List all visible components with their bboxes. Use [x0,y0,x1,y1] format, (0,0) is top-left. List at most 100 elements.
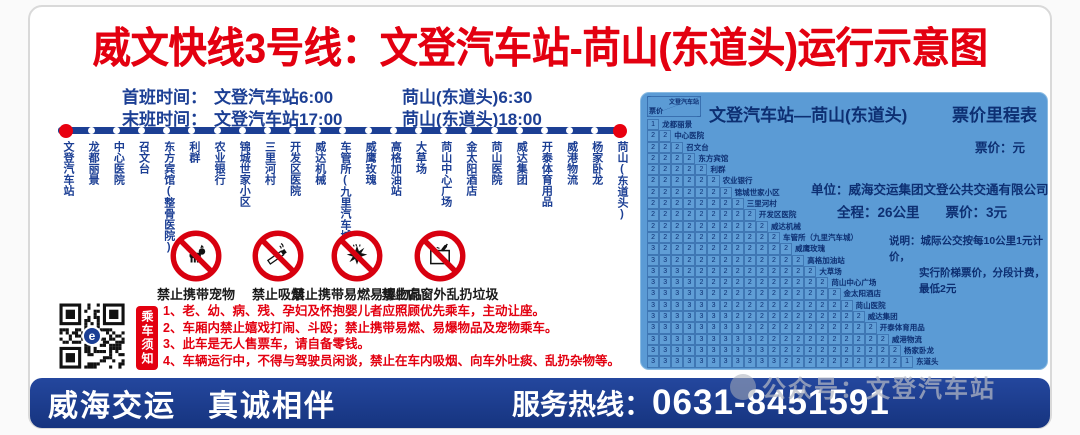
fare-cell: 3 [647,277,660,289]
fare-cell: 2 [707,254,720,266]
fare-cell: 3 [647,243,660,255]
fare-matrix-row: 3 3 3 3 2 2 2 2 2 2 2 2 2 2 2 苘山中心广场 [647,277,939,289]
fare-row-station-label: 利群 [710,165,726,175]
fare-cell: 2 [731,243,744,255]
fare-cell: 2 [671,198,684,210]
stop-dot [364,127,372,134]
fare-cell: 2 [731,198,744,210]
fare-cell: 3 [707,333,720,345]
fare-cell: 2 [647,231,660,244]
fare-cell: 2 [683,231,696,244]
station-label: 苘山医院 [490,141,503,185]
fare-cell: 2 [767,243,781,255]
corner-fare-label: 票价 [649,108,663,115]
fare-cell: 2 [743,254,756,266]
fare-cell: 3 [695,288,708,300]
fare-cell: 3 [731,322,744,334]
fare-cell: 3 [695,322,708,334]
fare-table-corner-header: 文登汽车站 票价 [647,96,701,117]
stop-dot [238,127,246,134]
stop-dot [389,127,397,134]
fare-cell: 2 [816,277,829,289]
qr-center-logo: e [82,326,102,346]
fare-cell: 2 [671,220,684,232]
boarding-rule-line: 3、此车是无人售票车，请自备零钱。 [163,337,370,351]
fare-cell: 2 [743,231,756,244]
fare-cell: 2 [707,231,720,244]
fare-cell: 2 [816,322,829,334]
fare-cell: 2 [683,186,696,199]
fare-cell: 2 [731,220,744,232]
fare-cell: 2 [731,254,744,266]
fare-cell: 3 [743,333,756,345]
fare-cell: 2 [755,243,768,255]
fare-row-station-label: 农业银行 [722,176,753,186]
stop-dot [490,127,498,134]
fare-cell: 3 [671,333,684,345]
station-label: 威港物流 [565,141,578,185]
fare-row-station-label: 杨家卧龙 [903,345,934,355]
fare-note-line: 最低2元 [919,283,957,295]
station-label: 开泰体育用品 [540,141,553,207]
fare-cell: 3 [683,333,696,345]
fare-cell: 3 [755,356,768,368]
fare-cell: 2 [888,344,901,357]
fare-cell: 3 [695,299,708,312]
station-label: 利群 [187,141,200,163]
fare-cell: 2 [707,209,720,221]
fare-cell: 2 [695,164,708,176]
fare-cell: 2 [707,186,720,199]
fare-cell: 2 [659,175,672,187]
fare-cell: 3 [731,344,744,357]
fare-cell: 3 [671,356,684,368]
fare-cell: 2 [671,141,684,153]
fare-cell: 3 [671,311,684,323]
station-label: 金太阳酒店 [464,141,477,196]
fare-cell: 2 [671,164,684,176]
fare-cell: 3 [659,299,672,312]
station-label: 三里河村 [263,141,276,185]
fare-matrix-row: 1 龙都丽景 [647,119,939,131]
fare-cell: 3 [659,311,672,323]
fare-cell: 2 [840,344,853,357]
prohibition-sign: 禁止吸烟 [223,230,333,303]
fare-row-station-label: 召文台 [686,142,709,152]
fare-cell: 2 [743,311,756,323]
fare-cell: 2 [792,333,805,345]
fare-cell: 2 [816,356,829,368]
fare-cell: 1 [900,356,914,368]
fare-cell: 2 [695,243,708,255]
fare-cell: 2 [743,277,756,289]
fare-matrix-row: 3 3 3 3 3 3 3 3 2 2 2 2 2 2 2 2 2 2 2 开泰体育用品 [647,322,939,334]
fare-cell: 2 [792,299,805,312]
fare-cell: 2 [780,322,793,334]
station-label: 东方宾馆(整骨医院) [162,141,175,253]
fare-row-station-label: 大草场 [819,266,842,276]
station-label: 召文台 [137,141,150,174]
fare-cell: 2 [804,299,817,312]
fare-cell: 3 [707,299,720,312]
fare-matrix-row: 2 2 2 2 2 2 农业银行 [647,175,939,187]
fare-cell: 3 [719,322,732,334]
fare-matrix-row: 3 3 2 2 2 2 2 2 2 2 2 2 2 高格加油站 [647,254,939,266]
fare-row-station-label: 威达机械 [770,221,801,231]
fare-cell: 2 [816,299,829,312]
fare-cell: 2 [864,356,877,368]
stop-dot [440,127,448,134]
fare-cell: 2 [864,333,877,345]
fare-cell: 2 [695,277,708,289]
last-bus-label: 末班时间： [122,110,207,129]
fare-cell: 2 [695,186,708,199]
fare-cell: 3 [683,356,696,368]
fare-cell: 2 [719,299,732,312]
fare-cell: 3 [695,356,708,368]
stop-dot [465,127,473,134]
hotline-number: 0631-8451591 [652,383,890,422]
fare-cell: 2 [671,152,684,165]
fare-cell: 3 [659,254,672,266]
fare-cell: 2 [780,356,793,368]
fare-cell: 3 [647,299,660,312]
fare-cell: 2 [695,254,708,266]
fare-cell: 2 [804,265,817,278]
fare-cell: 2 [707,198,720,210]
